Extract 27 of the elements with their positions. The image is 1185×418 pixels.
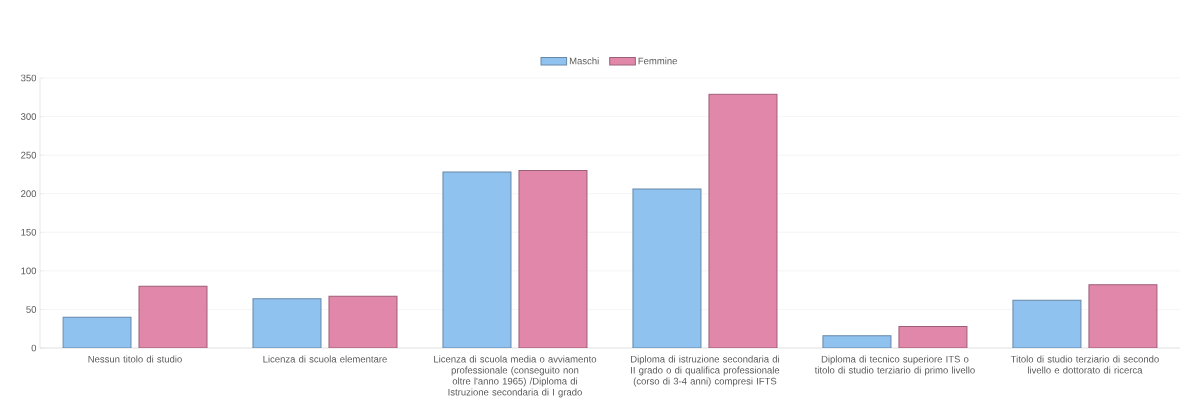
legend-label: Femmine (638, 57, 677, 65)
bar (898, 325, 968, 348)
y-tick-label: 350 (20, 74, 37, 82)
legend-label: Maschi (569, 57, 599, 65)
bar (708, 93, 778, 348)
y-tick-label: 200 (21, 190, 37, 198)
bar (252, 298, 322, 348)
y-tick-label: 300 (20, 113, 37, 120)
bar (632, 188, 702, 348)
x-tick-label: Nessun titolo di studio (88, 355, 182, 363)
x-tick-label: Titolo di studio terziario di secondo livello e dottorato di ricerca (1010, 355, 1159, 374)
bar (328, 295, 398, 348)
y-tick-label: 50 (26, 306, 37, 313)
x-tick-label: Licenza di scuola media o avviamento professionale (conseguito non oltre l'anno 1965) /Diploma di Istruzione secondaria di I grado (434, 355, 597, 398)
y-tick-label: 100 (21, 267, 37, 275)
bar (62, 316, 132, 348)
x-tick-label: Diploma di istruzione secondaria di II grado o di qualifica professionale (corso di 3-4 anni) compresi IFTS (631, 355, 780, 387)
x-tick-label: Licenza di scuola elementare (263, 355, 387, 363)
y-tick-label: 150 (21, 228, 37, 236)
bar (442, 171, 512, 348)
bar (518, 170, 588, 348)
y-tick-label: 250 (21, 151, 37, 159)
bar (1012, 299, 1082, 348)
y-tick-label: 0 (31, 344, 37, 352)
bar (138, 285, 208, 348)
x-tick-label: Diploma di tecnico superiore ITS o titolo di studio terziario di primo livello (814, 355, 975, 376)
bar (1088, 284, 1158, 348)
